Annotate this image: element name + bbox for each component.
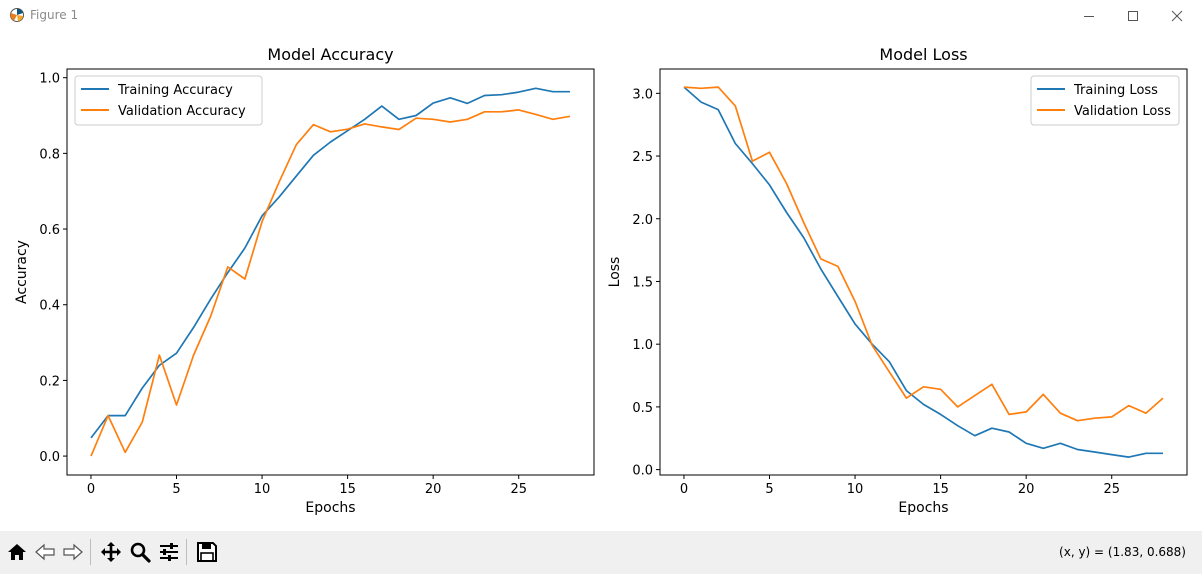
x-tick-label: 10 [847, 482, 864, 497]
minimize-button[interactable] [1066, 0, 1112, 31]
y-tick-label: 2.0 [632, 213, 653, 228]
x-tick-label: 5 [765, 482, 773, 497]
figure-canvas[interactable]: Model Accuracy 0 5 10 15 20 25 0.0 0.2 0.4 0.6 0.8 1… [0, 31, 1202, 531]
figure-svg: Model Accuracy 0 5 10 15 20 25 0.0 0.2 0.4 0.6 0.8 1… [14, 45, 1188, 516]
x-axis-label: Epochs [898, 500, 948, 516]
x-tick-label: 25 [510, 482, 527, 497]
legend-label: Training Accuracy [117, 83, 233, 98]
legend-label: Training Loss [1073, 83, 1158, 98]
x-axis-label: Epochs [305, 500, 355, 516]
y-tick-label: 0.2 [39, 374, 60, 389]
y-tick-label: 1.5 [632, 275, 653, 290]
y-tick-label: 0.5 [632, 401, 653, 416]
y-tick-label: 0.6 [39, 223, 60, 238]
x-tick-label: 10 [254, 482, 271, 497]
x-tick-label: 15 [932, 482, 949, 497]
home-button[interactable] [4, 539, 30, 565]
y-tick-label: 0.0 [39, 450, 60, 465]
y-tick-label: 1.0 [632, 338, 653, 353]
chart-title: Model Accuracy [267, 45, 393, 64]
legend-box [1030, 75, 1180, 126]
y-tick-label: 1.0 [39, 72, 60, 87]
legend-box [74, 75, 263, 126]
minimize-icon [1084, 15, 1094, 17]
x-tick-label: 5 [172, 482, 180, 497]
x-tick-label: 20 [425, 482, 442, 497]
window-titlebar: Figure 1 [0, 0, 1202, 31]
zoom-button[interactable] [127, 539, 153, 565]
y-tick-label: 0.0 [632, 464, 653, 479]
pan-icon [101, 542, 121, 562]
pan-button[interactable] [98, 539, 124, 565]
series-line-training-accuracy [90, 87, 570, 439]
y-axis-label: Loss [607, 257, 623, 288]
cursor-coordinates: (x, y) = (1.83, 0.688) [1059, 545, 1186, 559]
y-tick-label: 0.8 [39, 147, 60, 162]
legend-label: Validation Loss [1074, 104, 1171, 119]
forward-icon [63, 543, 83, 561]
y-axis-label: Accuracy [14, 240, 30, 304]
series-line-validation-loss [683, 86, 1164, 422]
y-tick-label: 0.4 [39, 299, 60, 314]
legend-label: Validation Accuracy [118, 104, 246, 119]
series-line-validation-accuracy [90, 109, 571, 457]
toolbar-separator [90, 539, 91, 565]
y-tick-label: 2.5 [632, 150, 653, 165]
save-icon [197, 542, 217, 562]
home-icon [8, 544, 26, 560]
back-button[interactable] [32, 539, 58, 565]
configure-subplots-icon [160, 543, 178, 561]
axes-frame [659, 68, 1188, 476]
y-tick-label: 3.0 [632, 87, 653, 102]
matplotlib-icon [10, 8, 24, 22]
back-icon [35, 543, 55, 561]
x-tick-label: 0 [87, 482, 95, 497]
x-tick-label: 15 [339, 482, 356, 497]
navigation-toolbar: (x, y) = (1.83, 0.688) [0, 531, 1202, 574]
window-title: Figure 1 [30, 8, 79, 22]
maximize-button[interactable] [1110, 0, 1156, 31]
close-button[interactable] [1154, 0, 1200, 31]
configure-subplots-button[interactable] [156, 539, 182, 565]
axes-frame [66, 68, 595, 476]
series-line-training-loss [683, 86, 1163, 458]
save-button[interactable] [194, 539, 220, 565]
forward-button[interactable] [60, 539, 86, 565]
chart-title: Model Loss [879, 45, 967, 64]
x-tick-label: 0 [680, 482, 688, 497]
close-icon [1171, 10, 1183, 21]
maximize-icon [1128, 10, 1138, 21]
x-tick-label: 25 [1103, 482, 1120, 497]
zoom-icon [130, 542, 151, 563]
x-tick-label: 20 [1018, 482, 1035, 497]
toolbar-separator [186, 539, 187, 565]
